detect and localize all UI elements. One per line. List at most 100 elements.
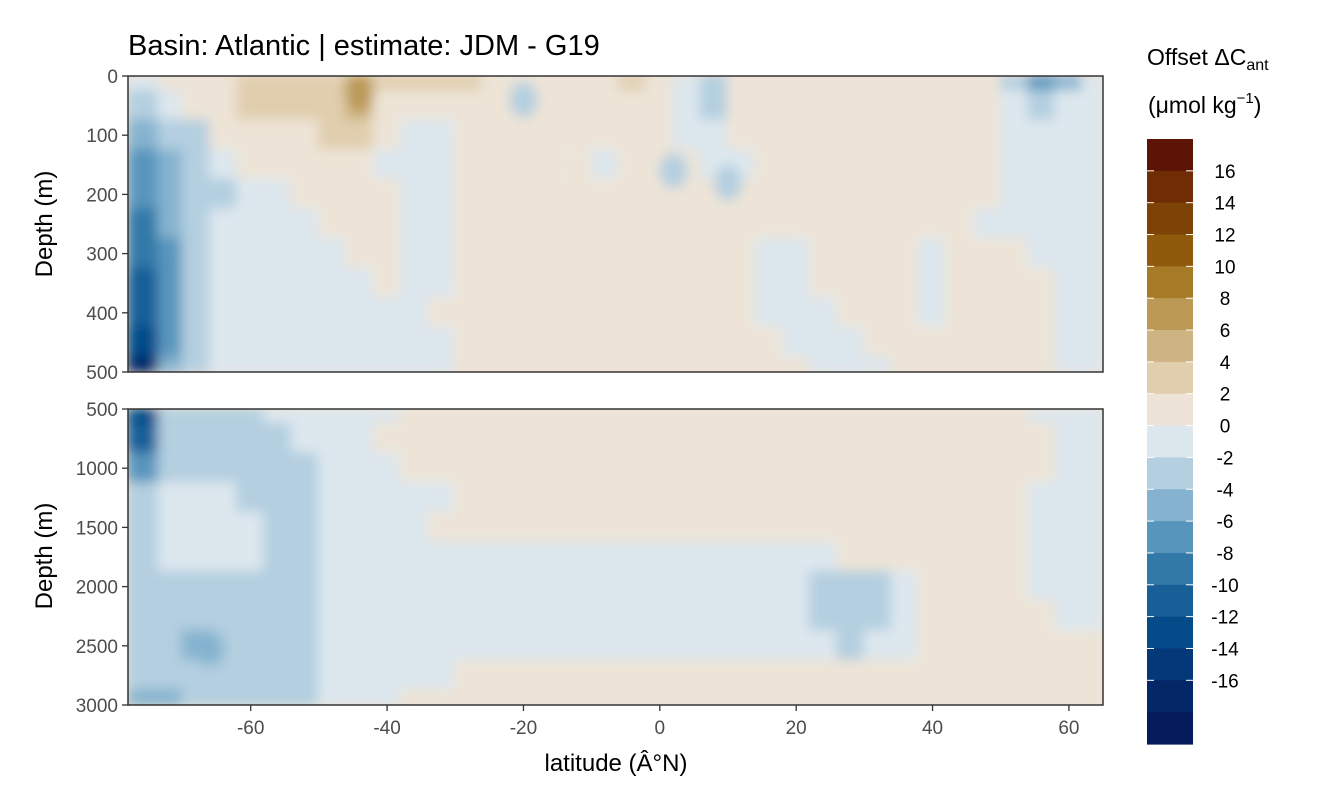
field-cell [345, 452, 375, 484]
field-cell [345, 600, 375, 632]
field-cell [157, 237, 184, 270]
field-cell [890, 570, 920, 603]
field-cell [157, 326, 184, 359]
field-cell [645, 326, 675, 359]
field-cell [508, 452, 539, 484]
field-cell [481, 267, 511, 299]
field-cell [1054, 570, 1084, 603]
field-cell [1081, 267, 1103, 299]
field-cell [590, 119, 620, 151]
field-cell [590, 237, 620, 270]
field-cell [863, 267, 893, 299]
field-cell [157, 452, 184, 484]
field-cell [754, 326, 784, 359]
field-cell [808, 409, 839, 425]
field-cell [481, 452, 511, 484]
legend-label: 12 [1214, 226, 1235, 247]
field-cell [290, 689, 320, 705]
field-cell [157, 600, 184, 632]
field-cell [427, 659, 457, 692]
field-cell [836, 689, 866, 705]
field-cell [890, 409, 920, 425]
field-cell [672, 600, 702, 632]
field-cell [999, 149, 1029, 181]
field-cell [128, 178, 160, 211]
field-cell [317, 178, 348, 211]
field-cell [290, 208, 320, 240]
field-cell [672, 409, 702, 425]
field-cell [345, 356, 375, 372]
field-cell [754, 237, 784, 270]
field-cell [481, 511, 511, 544]
field-cell [727, 356, 757, 372]
legend-swatch [1147, 361, 1193, 395]
field-cell [454, 452, 484, 484]
field-cell [263, 452, 293, 484]
field-cell [808, 541, 839, 573]
field-cell [1081, 452, 1103, 484]
field-cell [781, 689, 811, 705]
field-cell [781, 482, 811, 514]
field-cell [917, 76, 948, 92]
field-cell [481, 326, 511, 359]
y-tick-label: 400 [86, 304, 118, 325]
field-cell [345, 178, 375, 211]
field-cell [536, 326, 566, 359]
field-cell [454, 178, 484, 211]
field-cell [208, 119, 239, 151]
field-cell [645, 630, 675, 662]
field-cell [290, 630, 320, 662]
field-cell [317, 659, 348, 692]
field-cell [128, 570, 160, 603]
field-cell [536, 659, 566, 692]
field-cell [263, 267, 293, 299]
field-cell [372, 89, 402, 122]
field-cell [672, 570, 702, 603]
field-cell [290, 422, 320, 455]
field-cell [317, 267, 348, 299]
field-cell [999, 659, 1029, 692]
field-cell [972, 178, 1002, 211]
field-cell [536, 297, 566, 329]
field-cell [536, 237, 566, 270]
field-cell [699, 600, 729, 632]
field-cell [317, 511, 348, 544]
field-cell [945, 149, 975, 181]
field-cell [263, 422, 293, 455]
field-cell [427, 511, 457, 544]
field-cell [945, 208, 975, 240]
field-cell [972, 297, 1002, 329]
panel-upper: 0 100 200 300 400 500 [86, 67, 1104, 384]
field-cell [890, 659, 920, 692]
legend-swatch [1147, 552, 1193, 586]
field-cell [454, 541, 484, 573]
field-cell [236, 119, 266, 151]
field-cell [128, 541, 160, 573]
field-cell [890, 119, 920, 151]
field-cell [808, 600, 839, 632]
field-cell [508, 409, 539, 425]
field-cell [672, 356, 702, 372]
field-cell [617, 119, 648, 151]
field-cell [863, 119, 893, 151]
field-cell [617, 422, 648, 455]
field-cell [345, 119, 375, 151]
legend-labels: 16 14 12 10 8 6 4 2 0 -2 -4 -6 -8 -10 -12 -14 -16 [1211, 162, 1239, 692]
y-tick-label: 1000 [76, 459, 118, 480]
field-cell [1054, 326, 1084, 359]
field-cell [536, 267, 566, 299]
field-cell [1081, 630, 1103, 662]
field-cell [945, 326, 975, 359]
field-cell [972, 659, 1002, 692]
field-cell [563, 178, 593, 211]
field-cell [372, 297, 402, 329]
field-cell [590, 570, 620, 603]
field-cell [808, 267, 839, 299]
field-cell [427, 570, 457, 603]
field-cell [1027, 570, 1057, 603]
legend-swatch [1147, 680, 1193, 713]
field-cell [563, 689, 593, 705]
field-cell [263, 89, 293, 122]
field-cell [508, 482, 539, 514]
field-cell [1054, 689, 1084, 705]
